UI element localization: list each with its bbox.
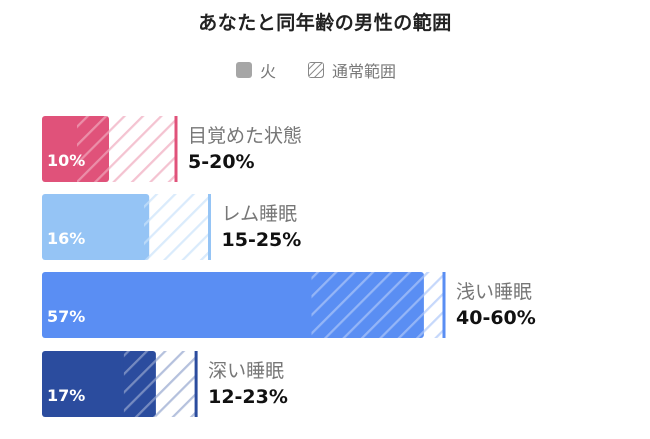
range-label: 12-23%: [208, 386, 288, 408]
range-label: 15-25%: [222, 229, 302, 251]
category-label: 浅い睡眠: [456, 281, 532, 303]
range-overlap: [122, 351, 156, 417]
range-overlap: [310, 272, 424, 338]
range-label: 40-60%: [456, 307, 536, 329]
range-start-marker: [308, 272, 312, 338]
value-label: 16%: [47, 229, 85, 248]
range-end-marker: [442, 272, 446, 338]
legend-item-range: 通常範囲: [308, 58, 396, 82]
range-end-marker: [208, 194, 211, 260]
value-label: 10%: [47, 151, 85, 170]
range-start-marker: [120, 351, 124, 417]
range-label: 5-20%: [188, 151, 255, 173]
chart-title: あなたと同年齢の男性の範囲: [198, 12, 452, 34]
category-label: 深い睡眠: [208, 360, 284, 382]
range-overlap: [142, 194, 150, 260]
legend-swatch-actual: [236, 62, 252, 78]
value-label: 17%: [47, 386, 85, 405]
range-band: [142, 194, 210, 260]
range-end-marker: [194, 351, 198, 417]
value-label: 57%: [47, 307, 85, 326]
legend: 火 通常範囲: [0, 58, 650, 84]
range-overlap: [75, 116, 109, 182]
range-start-marker: [74, 116, 77, 182]
legend-label-actual: 火: [260, 62, 277, 81]
range-start-marker: [141, 194, 144, 260]
legend-swatch-range: [308, 62, 324, 78]
value-bar: [42, 194, 150, 260]
category-label: 目覚めた状態: [188, 125, 302, 147]
legend-item-actual: 火: [236, 58, 276, 82]
category-label: レム睡眠: [222, 203, 298, 225]
legend-label-range: 通常範囲: [332, 62, 397, 81]
range-end-marker: [174, 116, 178, 182]
